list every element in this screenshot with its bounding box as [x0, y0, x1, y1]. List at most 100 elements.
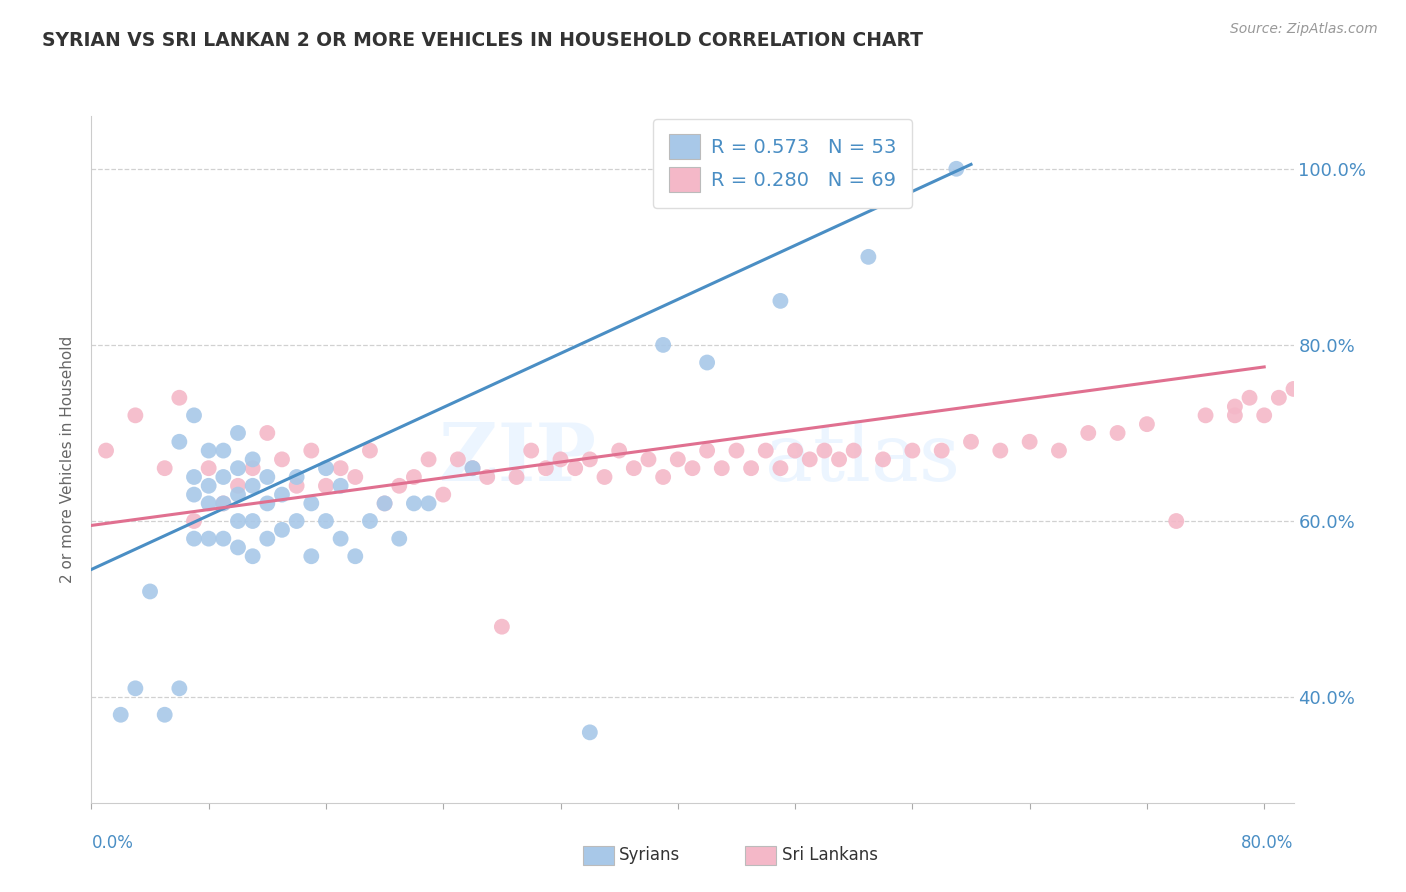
Point — [197, 461, 219, 475]
Point — [110, 707, 132, 722]
Point — [828, 452, 851, 467]
Point — [374, 496, 396, 510]
Point — [226, 487, 249, 501]
Point — [256, 470, 278, 484]
Point — [842, 443, 865, 458]
Point — [461, 461, 484, 475]
Point — [769, 461, 792, 475]
Point — [872, 452, 894, 467]
Point — [271, 487, 294, 501]
Point — [945, 161, 967, 176]
Point — [1223, 400, 1246, 414]
Point — [315, 461, 337, 475]
Point — [285, 479, 308, 493]
Point — [681, 461, 703, 475]
Point — [550, 452, 572, 467]
Point — [197, 496, 219, 510]
Text: Syrians: Syrians — [619, 847, 681, 864]
Point — [242, 479, 264, 493]
Point — [169, 391, 191, 405]
Point — [388, 532, 411, 546]
Point — [271, 523, 294, 537]
Point — [299, 496, 322, 510]
Point — [226, 425, 249, 440]
Text: ZIP: ZIP — [439, 420, 596, 499]
Y-axis label: 2 or more Vehicles in Household: 2 or more Vehicles in Household — [60, 335, 76, 583]
Point — [1018, 434, 1040, 449]
Point — [124, 409, 146, 423]
Point — [153, 461, 176, 475]
Point — [226, 541, 249, 555]
Point — [197, 532, 219, 546]
Point — [461, 461, 484, 475]
Point — [169, 434, 191, 449]
Point — [579, 725, 602, 739]
Point — [212, 532, 235, 546]
Text: 0.0%: 0.0% — [91, 834, 134, 852]
Point — [710, 461, 733, 475]
Point — [1239, 391, 1261, 405]
Point — [285, 514, 308, 528]
Point — [1296, 364, 1319, 378]
Point — [212, 496, 235, 510]
Point — [344, 470, 367, 484]
Point — [1136, 417, 1159, 432]
Point — [696, 355, 718, 369]
Point — [813, 443, 835, 458]
Point — [212, 496, 235, 510]
Point — [520, 443, 543, 458]
Point — [329, 532, 352, 546]
Point — [432, 487, 454, 501]
Point — [652, 338, 675, 352]
Point — [637, 452, 659, 467]
Point — [1282, 382, 1305, 396]
Point — [740, 461, 762, 475]
Point — [1223, 409, 1246, 423]
Point — [505, 470, 527, 484]
Point — [623, 461, 645, 475]
Point — [388, 479, 411, 493]
Point — [1253, 409, 1275, 423]
Point — [256, 425, 278, 440]
Point — [344, 549, 367, 564]
Point — [183, 532, 205, 546]
Point — [783, 443, 806, 458]
Point — [374, 496, 396, 510]
Point — [491, 620, 513, 634]
Point — [607, 443, 630, 458]
Point — [315, 514, 337, 528]
Point — [256, 532, 278, 546]
Point — [153, 707, 176, 722]
Point — [183, 514, 205, 528]
Point — [418, 452, 440, 467]
Point — [725, 443, 748, 458]
Point — [94, 443, 117, 458]
Point — [1268, 391, 1291, 405]
Point — [183, 409, 205, 423]
Point — [652, 470, 675, 484]
Point — [242, 549, 264, 564]
Point — [696, 443, 718, 458]
Point — [418, 496, 440, 510]
Point — [226, 461, 249, 475]
Point — [402, 470, 425, 484]
Point — [1047, 443, 1070, 458]
Text: 80.0%: 80.0% — [1241, 834, 1294, 852]
Point — [226, 479, 249, 493]
Point — [593, 470, 616, 484]
Point — [242, 461, 264, 475]
Point — [183, 470, 205, 484]
Point — [183, 487, 205, 501]
Point — [242, 514, 264, 528]
Point — [315, 479, 337, 493]
Point — [447, 452, 470, 467]
Point — [212, 470, 235, 484]
Point — [755, 443, 778, 458]
Point — [212, 443, 235, 458]
Point — [858, 250, 880, 264]
Point — [329, 461, 352, 475]
Point — [931, 443, 953, 458]
Point — [477, 470, 499, 484]
Point — [799, 452, 821, 467]
Text: atlas: atlas — [765, 420, 960, 499]
